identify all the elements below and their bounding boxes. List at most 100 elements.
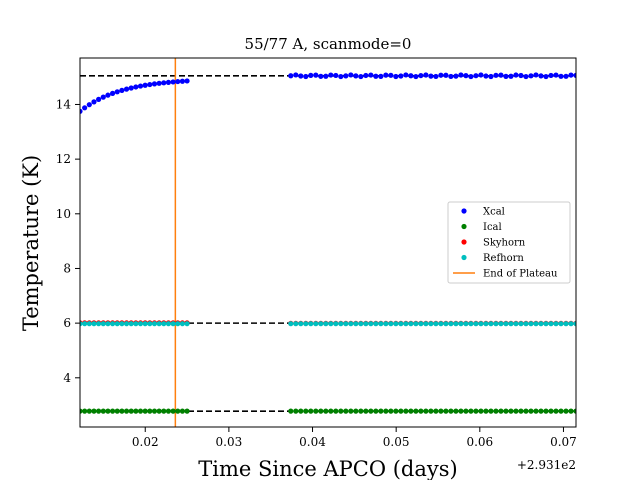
xcal-point-1-31 (443, 72, 449, 78)
xcal-point-0-14 (142, 82, 148, 88)
refhorn-point-0-19 (165, 321, 172, 327)
refhorn-point-1-38 (478, 321, 484, 327)
ical-point-1-34 (458, 408, 464, 414)
legend-label-end-of-plateau: End of Plateau (483, 269, 558, 280)
ical-point-0-1 (82, 408, 88, 414)
xcal-point-1-40 (488, 73, 494, 80)
refhorn-point-1-23 (403, 321, 409, 327)
refhorn-point-0-16 (151, 321, 158, 327)
xcal-point-0-20 (170, 79, 176, 85)
ical-point-1-10 (338, 408, 344, 414)
xcal-point-1-19 (383, 72, 389, 78)
xcal-point-1-39 (483, 73, 489, 79)
ical-point-1-33 (453, 408, 459, 414)
xcal-point-1-13 (353, 73, 359, 79)
xcal-point-1-36 (468, 73, 474, 80)
xcal-point-1-42 (498, 72, 504, 78)
xcal-point-1-26 (418, 72, 424, 79)
ical-point-1-2 (298, 408, 304, 414)
plot-clip-group (80, 58, 576, 427)
ical-point-1-49 (533, 408, 539, 414)
y-tick-label-3: 10 (56, 207, 71, 221)
refhorn-point-1-0 (288, 321, 294, 327)
refhorn-point-1-5 (313, 321, 319, 327)
xcal-point-1-21 (393, 73, 399, 80)
xcal-point-1-16 (368, 72, 374, 78)
ical-point-1-4 (308, 408, 314, 414)
xcal-point-1-4 (308, 72, 314, 78)
xcal-point-0-18 (161, 80, 167, 86)
refhorn-point-0-15 (147, 321, 153, 327)
x-tick-label-4: 0.06 (466, 435, 493, 449)
refhorn-point-1-15 (363, 321, 369, 327)
xcal-point-1-18 (378, 73, 384, 79)
refhorn-point-1-37 (473, 321, 479, 327)
refhorn-point-1-8 (328, 321, 334, 327)
x-offset-label: +2.931e2 (517, 458, 576, 472)
refhorn-point-1-20 (388, 321, 394, 327)
y-axis-label: Temperature (K) (19, 155, 43, 331)
refhorn-point-0-11 (128, 321, 134, 327)
refhorn-point-1-39 (483, 321, 489, 327)
refhorn-point-0-20 (170, 321, 176, 327)
ical-point-1-37 (473, 408, 479, 414)
xcal-point-1-22 (398, 73, 404, 79)
y-tick-label-5: 14 (56, 97, 72, 111)
x-tick-label-1: 0.03 (216, 435, 243, 449)
x-tick-label-0: 0.02 (132, 435, 159, 449)
ical-point-1-15 (363, 408, 369, 414)
ical-point-1-51 (543, 408, 549, 414)
xcal-point-0-4 (96, 96, 102, 102)
refhorn-point-1-4 (308, 321, 314, 327)
ical-point-1-40 (488, 408, 494, 414)
legend-marker-ical (461, 223, 467, 230)
refhorn-point-1-44 (508, 321, 514, 327)
refhorn-point-1-25 (413, 321, 419, 327)
chart-title: 55/77 A, scanmode=0 (245, 35, 412, 53)
xcal-point-0-22 (179, 78, 186, 84)
ical-point-1-1 (293, 408, 299, 414)
refhorn-point-1-13 (353, 321, 359, 327)
legend-marker-skyhorn (461, 239, 467, 245)
ical-point-1-26 (418, 408, 424, 414)
ical-point-1-38 (478, 408, 484, 414)
ical-point-1-14 (358, 408, 364, 414)
xcal-point-1-11 (343, 73, 349, 79)
refhorn-point-1-31 (443, 321, 449, 327)
ical-point-0-21 (175, 408, 181, 414)
axes-frame (79, 57, 577, 428)
refhorn-point-1-49 (533, 321, 539, 327)
legend-label-xcal: Xcal (483, 207, 505, 218)
xcal-point-1-25 (413, 73, 419, 80)
refhorn-point-0-13 (137, 321, 144, 327)
ical-point-1-48 (528, 408, 534, 414)
y-tick-label-1: 6 (63, 316, 71, 330)
ical-point-1-6 (318, 408, 324, 414)
xcal-point-1-24 (408, 73, 414, 79)
ical-point-0-20 (170, 408, 176, 414)
x-tick-label-3: 0.05 (383, 435, 410, 449)
xcal-point-0-6 (105, 92, 111, 98)
refhorn-point-1-17 (373, 321, 379, 327)
refhorn-point-1-55 (563, 321, 569, 327)
xcal-point-1-57 (573, 72, 576, 78)
xcal-point-1-34 (458, 72, 464, 78)
refhorn-point-1-47 (523, 321, 529, 327)
refhorn-point-1-6 (318, 321, 324, 327)
xcal-point-0-1 (82, 105, 88, 111)
xcal-point-0-16 (151, 81, 158, 87)
ical-point-1-55 (563, 408, 569, 414)
xcal-point-1-15 (363, 72, 369, 79)
xcal-point-1-47 (523, 73, 529, 80)
refhorn-point-1-33 (453, 321, 459, 327)
legend-marker-refhorn (461, 254, 467, 261)
refhorn-point-0-18 (161, 321, 167, 327)
ical-point-1-41 (493, 408, 499, 414)
xcal-point-1-33 (453, 73, 459, 79)
ical-point-1-27 (423, 408, 429, 414)
xcal-point-0-11 (128, 85, 134, 91)
ical-point-0-17 (156, 408, 162, 414)
ical-point-1-36 (468, 408, 474, 414)
refhorn-point-0-12 (133, 321, 139, 327)
xcal-point-1-56 (568, 72, 574, 78)
